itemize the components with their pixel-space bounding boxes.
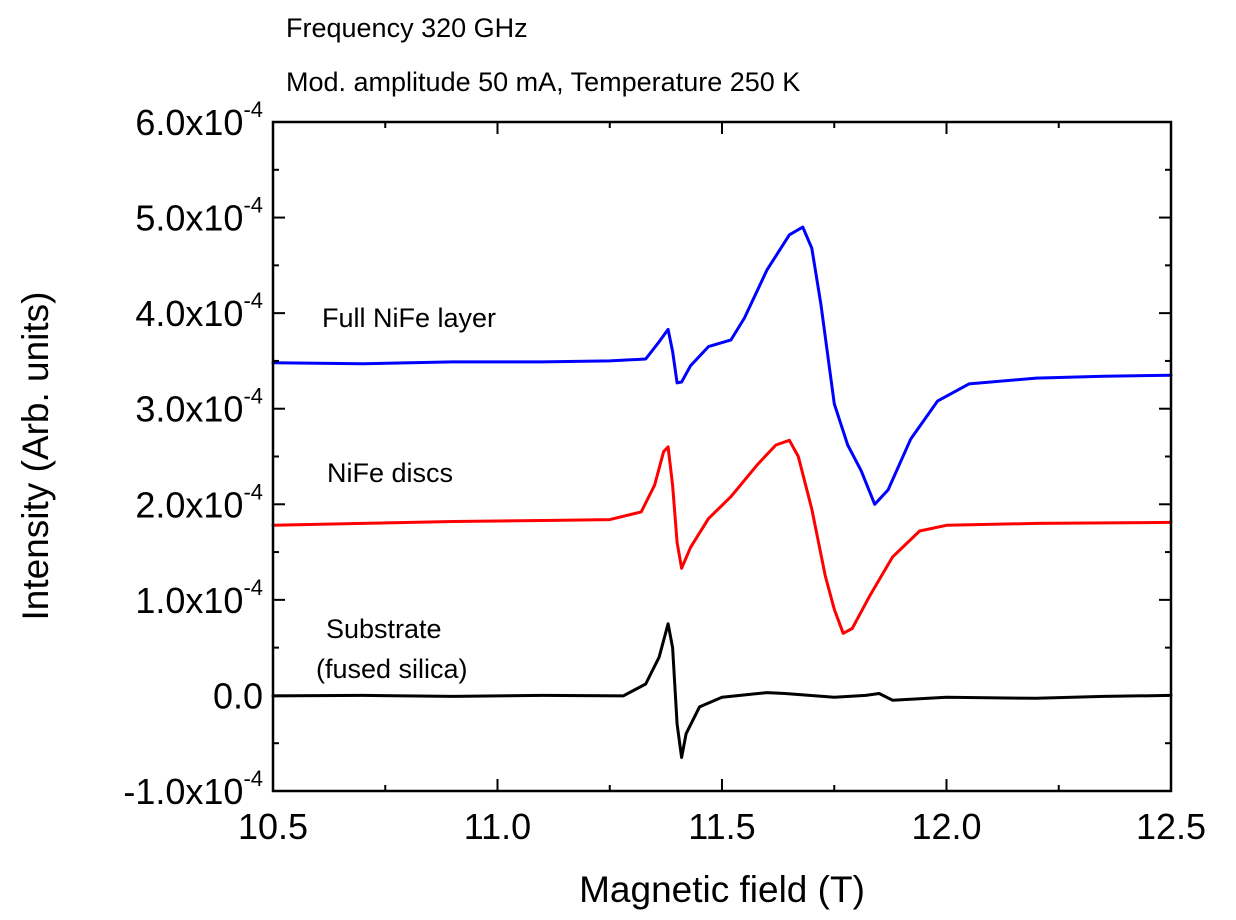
y-tick-label: 3.0x10-4 [135, 384, 263, 430]
x-tick-label: 12.0 [911, 806, 981, 847]
y-tick-label: -1.0x10-4 [123, 766, 263, 812]
series-line-0 [271, 225, 1173, 506]
y-tick-label: 0.0 [213, 675, 263, 716]
series-line-2 [271, 622, 1173, 759]
title-line-1: Frequency 320 GHz [286, 13, 528, 43]
series-layer [271, 225, 1173, 759]
y-axis-label: Intensity (Arb. units) [15, 291, 56, 620]
x-axis-label: Magnetic field (T) [579, 869, 865, 910]
x-tick-label: 11.0 [464, 806, 531, 847]
y-tick-label: 4.0x10-4 [135, 288, 263, 334]
x-tick-label: 12.5 [1136, 806, 1206, 847]
title-line-2: Mod. amplitude 50 mA, Temperature 250 K [286, 67, 800, 97]
y-tick-label: 2.0x10-4 [135, 479, 263, 525]
series-label-nife-discs: NiFe discs [327, 458, 453, 488]
series-label-substrate-sub: (fused silica) [316, 654, 468, 684]
y-tick-label: 6.0x10-4 [135, 97, 263, 143]
y-tick-label: 5.0x10-4 [135, 193, 263, 239]
x-tick-label: 10.5 [238, 806, 308, 847]
ticks-layer: 10.5 11.0 11.5 12.0 12.5 -1.0x10-4 0.0 1.0x10-4… [123, 97, 1206, 847]
x-tick-label: 11.5 [688, 806, 755, 847]
plot-frame [271, 120, 1173, 793]
y-tick-label: 1.0x10-4 [135, 575, 263, 621]
series-line-1 [271, 438, 1173, 635]
series-label-substrate: Substrate [326, 614, 442, 644]
series-label-full-nife: Full NiFe layer [322, 303, 496, 333]
